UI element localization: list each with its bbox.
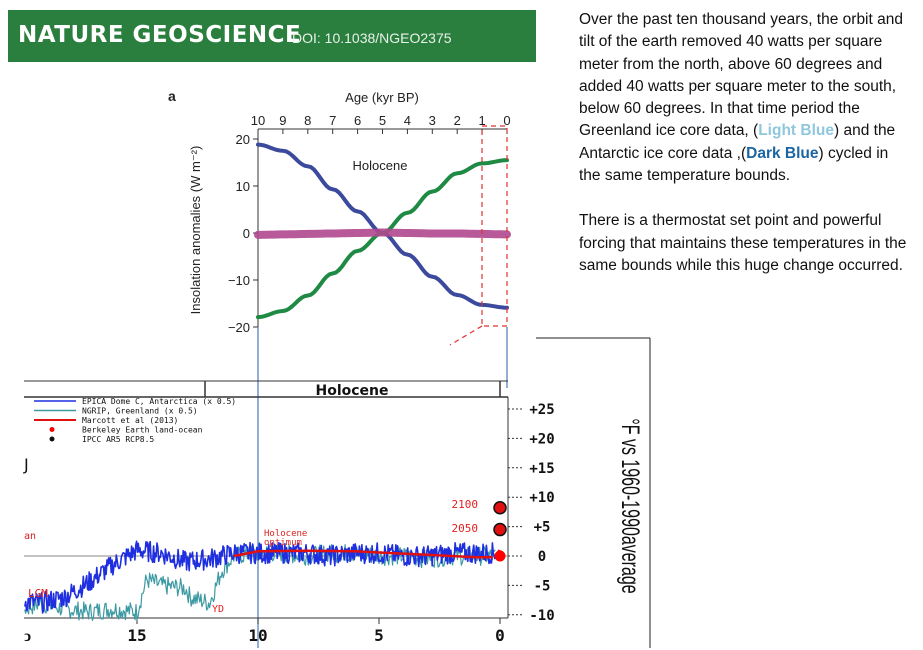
journal-banner [8,10,536,62]
chart-b-xtick-label: 0 [495,626,505,645]
legend-entry: EPICA Dome C, Antarctica (x 0.5) [82,397,236,406]
commentary-text: Over the past ten thousand years, the or… [579,9,914,300]
legend-entry: NGRIP, Greenland (x 0.5) [82,407,198,416]
legend-swatch [49,427,55,432]
ipcc-point [493,501,507,515]
zoom-box [481,125,508,327]
chart-b-ylabel: °F vs 1960-1990average [616,418,643,593]
ice-core-chart: Holocene +25 +20 +15 +10 +5 0 -5 -10 15 10 5 0 ↄ EP… [23,380,643,645]
chart-a-xtick-label: 6 [354,113,361,128]
commentary-paragraph-1: Over the past ten thousand years, the or… [579,9,914,187]
holocene-header: Holocene [315,383,388,399]
chart-a-xtick-label: 10 [251,113,265,128]
doi-label: DOI: 10.1038/NGEO2375 [292,30,452,46]
chart-b-ytick-label: -5 [534,578,551,594]
chart-b-ytick-label: +15 [529,461,554,477]
chart-a-xtick-label: 8 [304,113,311,128]
chart-a-xtick-label: 5 [379,113,386,128]
chart-a-xtick-label: 2 [454,113,461,128]
chart-b-ytick-label: 0 [538,549,546,565]
insolation-chart: Age (kyr BP) Insolation anomalies (W m⁻²… [188,90,511,346]
chart-b-ytick-label: +5 [534,520,551,536]
label-2050: 2050 [452,522,479,535]
chart-b-xtick-label: ↄ [24,626,31,645]
label-2100: 2100 [452,498,479,511]
legend-swatch [49,436,55,442]
chart-b-ytick-label: +25 [529,402,554,418]
zoom-connector [449,325,483,346]
ipcc-point [493,522,507,537]
south-insolation-line [256,158,509,320]
journal-name: NATURE GEOSCIENCE [18,22,302,48]
chart-a-ylabel: Insolation anomalies (W m⁻²) [188,146,203,315]
marcott-line [233,549,493,559]
chart-b-ytick-label: +20 [529,431,554,447]
difference-band [254,228,511,239]
truncated-glyph: J [23,455,29,474]
chart-a-xlabel: Age (kyr BP) [345,90,419,105]
yd-label: YD [212,604,224,615]
legend-entry: Marcott et al (2013) [82,416,178,425]
chart-a-ytick-label: −10 [228,273,250,288]
chart-a-xtick-label: 1 [478,113,485,128]
legend-entry: IPCC AR5 RCP8.5 [82,435,154,444]
chart-a-ytick-label: 0 [243,226,250,241]
commentary-part-2: ) and the Antarctic ice core data ,( [579,122,896,162]
chart-a-xtick-label: 4 [404,113,411,128]
panel-label: a [168,88,176,104]
commentary-part-1: Over the past ten thousand years, the or… [579,11,903,140]
chart-b-xtick-label: 5 [374,626,384,645]
commentary-paragraph-2: There is a thermostat set point and powe… [579,212,907,274]
legend-entry: Berkeley Earth land-ocean [82,426,203,435]
chart-b-xtick-label: 15 [127,626,146,645]
chart-a-xtick-label: 9 [279,113,286,128]
berkeley-point [494,550,506,562]
chart-a-ytick-label: 10 [236,179,250,194]
chart-b-ytick-label: +10 [529,490,554,506]
chart-b-ytick-label: -10 [529,608,554,624]
commentary-part-3: ) cycled in the same temperature bounds. [579,144,889,185]
chart-a-xtick-label: 0 [503,113,510,128]
chart-a-ytick-label: 20 [236,132,250,147]
truncated-label: an [24,531,36,542]
dark-blue-label: Dark Blue [746,144,819,162]
chart-a-xtick-label: 3 [429,113,436,128]
chart-a-xtick-label: 7 [329,113,336,128]
holocene-optimum-label: Holocene optimum [264,529,307,548]
chart-a-ytick-label: −20 [228,320,250,335]
holocene-annotation: Holocene [353,158,408,173]
light-blue-label: Light Blue [758,122,834,140]
chart-b-xtick-label: 10 [248,626,267,645]
lgm-label: LGM [28,587,48,600]
